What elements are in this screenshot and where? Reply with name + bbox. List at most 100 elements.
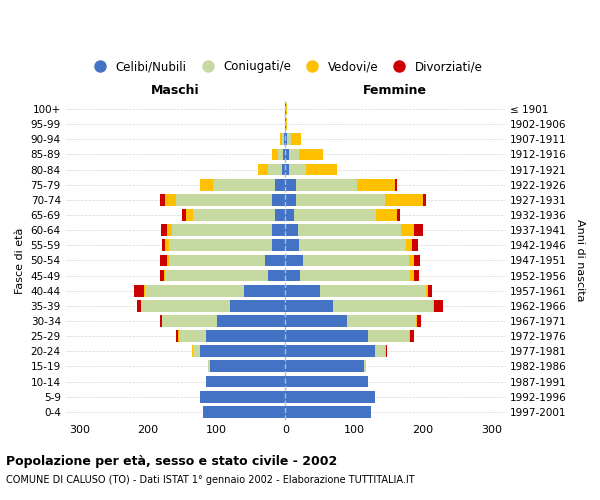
Bar (283, 148, 286, 160)
Bar (162, 240, 165, 251)
Bar (172, 224, 272, 236)
Bar (169, 254, 265, 266)
Bar (286, 285, 320, 296)
Bar (272, 224, 286, 236)
Bar (182, 209, 186, 221)
Bar (186, 209, 193, 221)
Bar (179, 330, 206, 342)
Bar (275, 179, 286, 190)
Bar (368, 330, 409, 342)
Bar (213, 179, 275, 190)
Bar (282, 164, 286, 175)
Bar (386, 346, 387, 357)
Bar (178, 330, 179, 342)
Bar (160, 254, 167, 266)
Bar (244, 285, 286, 296)
Bar (286, 300, 334, 312)
Bar (268, 270, 286, 281)
Bar (284, 118, 286, 130)
Bar (433, 300, 434, 312)
Bar (296, 194, 385, 206)
Bar (140, 300, 141, 312)
Bar (347, 315, 416, 327)
Bar (289, 148, 299, 160)
Bar (428, 285, 431, 296)
Bar (286, 224, 298, 236)
Bar (230, 300, 286, 312)
Bar (272, 148, 278, 160)
Bar (160, 315, 162, 327)
Bar (409, 254, 415, 266)
Bar (416, 315, 417, 327)
Text: Popolazione per età, sesso e stato civile - 2002: Popolazione per età, sesso e stato civil… (6, 455, 337, 468)
Bar (417, 315, 421, 327)
Bar (422, 194, 426, 206)
Y-axis label: Anni di nascita: Anni di nascita (575, 219, 585, 302)
Bar (395, 179, 397, 190)
Bar (401, 224, 415, 236)
Bar (415, 224, 422, 236)
Bar (286, 179, 296, 190)
Bar (364, 360, 367, 372)
Bar (306, 164, 337, 175)
Bar (286, 103, 287, 115)
Bar (200, 346, 286, 357)
Bar (302, 254, 409, 266)
Bar (164, 270, 165, 281)
Bar (334, 300, 433, 312)
Bar (414, 270, 419, 281)
Bar (298, 224, 401, 236)
Bar (289, 164, 306, 175)
Bar (176, 194, 272, 206)
Bar (134, 285, 144, 296)
Bar (206, 330, 286, 342)
Bar (193, 346, 200, 357)
Bar (286, 406, 371, 417)
Bar (203, 406, 286, 417)
Bar (434, 300, 443, 312)
Bar (217, 315, 286, 327)
Bar (426, 285, 428, 296)
Bar (286, 330, 368, 342)
Bar (167, 254, 169, 266)
Bar (286, 391, 374, 402)
Bar (397, 209, 400, 221)
Bar (374, 346, 385, 357)
Bar (284, 134, 286, 145)
Bar (137, 300, 140, 312)
Bar (167, 224, 172, 236)
Bar (287, 134, 291, 145)
Bar (141, 300, 230, 312)
Text: Maschi: Maschi (151, 84, 200, 97)
Bar (286, 134, 287, 145)
Bar (299, 240, 406, 251)
Bar (200, 391, 286, 402)
Bar (280, 134, 282, 145)
Bar (210, 360, 286, 372)
Bar (275, 209, 286, 221)
Bar (293, 209, 376, 221)
Bar (406, 240, 412, 251)
Bar (160, 270, 164, 281)
Bar (291, 134, 301, 145)
Bar (176, 330, 178, 342)
Bar (286, 194, 296, 206)
Bar (272, 194, 286, 206)
Bar (286, 254, 302, 266)
Bar (282, 134, 284, 145)
Bar (286, 360, 364, 372)
Bar (286, 270, 301, 281)
Bar (409, 330, 410, 342)
Bar (301, 270, 410, 281)
Bar (320, 285, 426, 296)
Bar (258, 164, 268, 175)
Bar (376, 209, 397, 221)
Legend: Celibi/Nubili, Coniugati/e, Vedovi/e, Divorziati/e: Celibi/Nubili, Coniugati/e, Vedovi/e, Di… (83, 56, 487, 78)
Bar (144, 285, 145, 296)
Bar (286, 118, 287, 130)
Bar (192, 346, 193, 357)
Bar (272, 240, 286, 251)
Bar (286, 346, 374, 357)
Bar (165, 270, 268, 281)
Bar (286, 315, 347, 327)
